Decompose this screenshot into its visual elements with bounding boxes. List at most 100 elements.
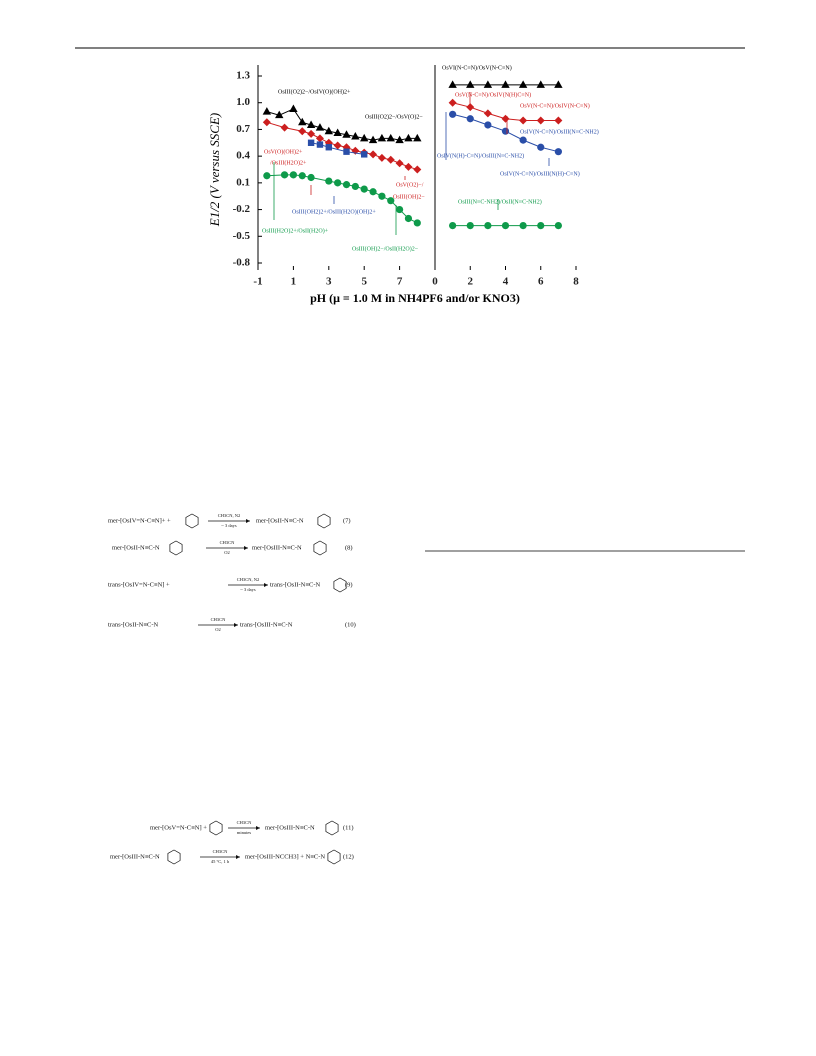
- marker: [378, 192, 386, 200]
- equation-right: trans-[OsII-N≡C-N: [270, 581, 321, 588]
- arrow-head: [256, 826, 260, 830]
- marker: [262, 107, 272, 115]
- arrow-head: [234, 623, 238, 627]
- marker: [483, 109, 492, 118]
- marker: [325, 177, 333, 185]
- marker: [501, 80, 510, 88]
- series-line: [266, 174, 418, 224]
- series-line: [266, 121, 418, 170]
- marker: [484, 121, 492, 129]
- annotation: OsVI(N-C≡N)/OsV(N-C≡N): [442, 64, 512, 71]
- y-tick-label: 0.1: [236, 176, 250, 188]
- ring-structure: [185, 513, 199, 529]
- annotation: OsIV(N(H)-C≡N)/OsIII(N≡C-NH2): [437, 152, 524, 159]
- annotation: OsIII(O2)2−/OsIV(O)(OH)2+: [278, 88, 351, 95]
- marker: [325, 144, 332, 151]
- marker: [333, 128, 342, 136]
- marker: [298, 117, 307, 126]
- equation-left: mer-[OsIII-N≡C-N: [110, 853, 160, 860]
- reaction-condition: 45 °C, 1 h: [211, 859, 230, 865]
- marker: [289, 104, 298, 112]
- marker: [404, 133, 413, 142]
- marker: [361, 151, 368, 158]
- reaction-condition: ~ 3 days: [240, 587, 255, 592]
- ring-structure: [333, 577, 347, 593]
- equation-number: (11): [343, 824, 354, 831]
- marker: [316, 141, 324, 148]
- annotation: OsIV(N-C≡N)/OsIII(N(H)-C≡N): [500, 170, 580, 177]
- x-tick-label: 0: [432, 276, 438, 288]
- marker: [449, 110, 457, 118]
- arrow-head: [264, 583, 268, 587]
- annotation: OsV(N-C≡N)/OsIV(N(H)C≡N): [455, 91, 531, 98]
- marker: [536, 80, 545, 88]
- annotation: OsIII(OH2)2+/OsIII(H2O)(OH)2+: [292, 208, 376, 215]
- marker: [395, 135, 404, 144]
- equation-left: mer-[OsV=N-C≡N] +: [150, 824, 207, 831]
- y-tick-label: 1.0: [236, 96, 250, 108]
- y-tick-label: 1.3: [236, 70, 250, 82]
- marker: [483, 80, 493, 88]
- equation-left: mer-[OsII-N≡C-N: [112, 544, 160, 551]
- marker: [351, 182, 359, 191]
- reaction-condition: CH3CN, N2: [237, 577, 260, 583]
- equations: mer-[OsIV=N-C≡N]+ + CH3CN, N2 ~ 3 days mer-…: [108, 513, 356, 865]
- marker: [466, 103, 475, 112]
- equation-right: mer-[OsIII-N≡C-N: [252, 544, 302, 551]
- marker: [280, 123, 289, 132]
- marker: [343, 148, 350, 155]
- marker: [484, 222, 492, 230]
- equation-number: (7): [343, 517, 351, 524]
- marker: [289, 171, 297, 179]
- marker: [315, 123, 325, 131]
- x-tick-label: 7: [397, 276, 403, 288]
- marker: [262, 118, 271, 127]
- marker: [342, 130, 351, 138]
- annotation: OsIII(OH)2−: [393, 193, 425, 200]
- marker: [519, 116, 528, 125]
- ring-structure: [209, 820, 223, 836]
- annotation: OsV(O2)−/: [396, 181, 424, 188]
- marker: [501, 127, 510, 135]
- x-tick-label: 8: [573, 276, 579, 288]
- reaction-condition: CH3CN: [237, 820, 253, 825]
- marker: [386, 155, 395, 164]
- marker: [448, 80, 457, 88]
- marker: [404, 214, 413, 223]
- ring-structure: [317, 513, 331, 529]
- marker: [554, 80, 563, 88]
- marker: [554, 222, 562, 230]
- x-tick-label: 6: [538, 276, 544, 288]
- marker: [554, 148, 562, 156]
- y-tick-label: 0.4: [236, 150, 250, 162]
- marker: [554, 116, 563, 125]
- marker: [519, 136, 527, 144]
- marker: [280, 171, 289, 179]
- annotation: OsIV(N-C≡N)/OsIII(N≡C-NH2): [520, 128, 599, 135]
- marker: [413, 219, 421, 227]
- marker: [413, 165, 422, 174]
- equation-number: (9): [345, 581, 353, 588]
- annotation: OsV(N-C≡N)/OsIV(N-C≡N): [520, 102, 590, 109]
- marker: [537, 143, 545, 151]
- equation-left: trans-[OsIV=N-C≡N] +: [108, 581, 170, 588]
- reaction-condition: O2: [215, 627, 221, 632]
- marker: [377, 153, 386, 162]
- marker: [307, 129, 316, 138]
- ring-structure: [167, 849, 181, 865]
- marker: [351, 132, 360, 140]
- ring-structure: [325, 820, 339, 836]
- x-tick-label: 2: [468, 276, 474, 288]
- marker: [275, 110, 284, 119]
- y-tick-label: 0.7: [236, 123, 250, 135]
- marker: [466, 115, 474, 123]
- marker: [396, 205, 404, 214]
- y-tick-label: -0.2: [233, 203, 251, 215]
- arrow-head: [244, 546, 248, 550]
- marker: [369, 188, 377, 196]
- equation-number: (8): [345, 544, 353, 551]
- equation-right: mer-[OsIII-N≡C-N: [265, 824, 315, 831]
- arrow-head: [236, 855, 240, 859]
- equation-left: trans-[OsII-N≡C-N: [108, 621, 159, 628]
- reaction-condition: minutes: [237, 830, 251, 835]
